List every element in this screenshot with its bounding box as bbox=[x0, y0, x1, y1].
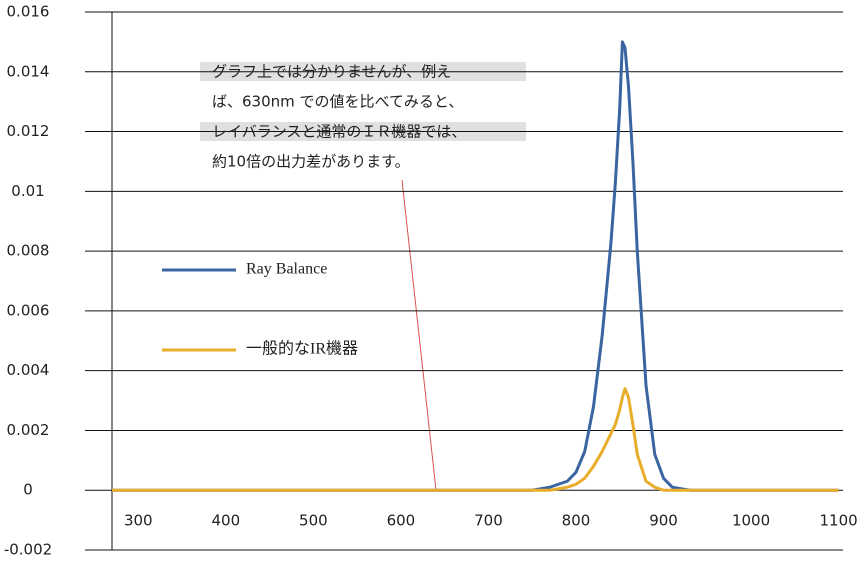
x-tick-label: 600 bbox=[387, 512, 416, 530]
series-line bbox=[112, 387, 839, 492]
legend-label: Ray Balance bbox=[246, 261, 327, 278]
series-line bbox=[112, 40, 839, 492]
x-tick-label: 800 bbox=[562, 512, 591, 530]
legend-label: 一般的なIR機器 bbox=[246, 340, 358, 358]
y-tick-label: 0.016 bbox=[7, 3, 50, 21]
y-tick-label: -0.002 bbox=[4, 541, 52, 559]
x-tick-label: 1100 bbox=[820, 512, 858, 530]
annotation-text: グラフ上では分かりませんが、例え bbox=[212, 63, 451, 81]
x-tick-label: 900 bbox=[649, 512, 678, 530]
y-tick-label: 0.002 bbox=[7, 421, 50, 439]
y-tick-label: 0 bbox=[23, 481, 33, 499]
y-tick-label: 0.01 bbox=[11, 182, 44, 200]
y-tick-label: 0.008 bbox=[7, 242, 50, 260]
x-tick-label: 500 bbox=[299, 512, 328, 530]
annotation-text: 約10倍の出力差があります。 bbox=[212, 153, 410, 171]
annotation-text: レイバランスと通常のＩＲ機器では、 bbox=[212, 123, 466, 141]
x-tick-label: 300 bbox=[124, 512, 153, 530]
annotation-pointer bbox=[401, 179, 437, 491]
y-tick-label: 0.006 bbox=[7, 301, 50, 319]
annotation-text: ば、630nm での値を比べてみると、 bbox=[212, 93, 463, 111]
x-tick-label: 400 bbox=[211, 512, 240, 530]
x-tick-label: 700 bbox=[474, 512, 503, 530]
y-tick-label: 0.004 bbox=[7, 361, 50, 379]
y-tick-label: 0.014 bbox=[7, 62, 50, 80]
x-tick-label: 1000 bbox=[732, 512, 770, 530]
y-tick-label: 0.012 bbox=[7, 122, 50, 140]
